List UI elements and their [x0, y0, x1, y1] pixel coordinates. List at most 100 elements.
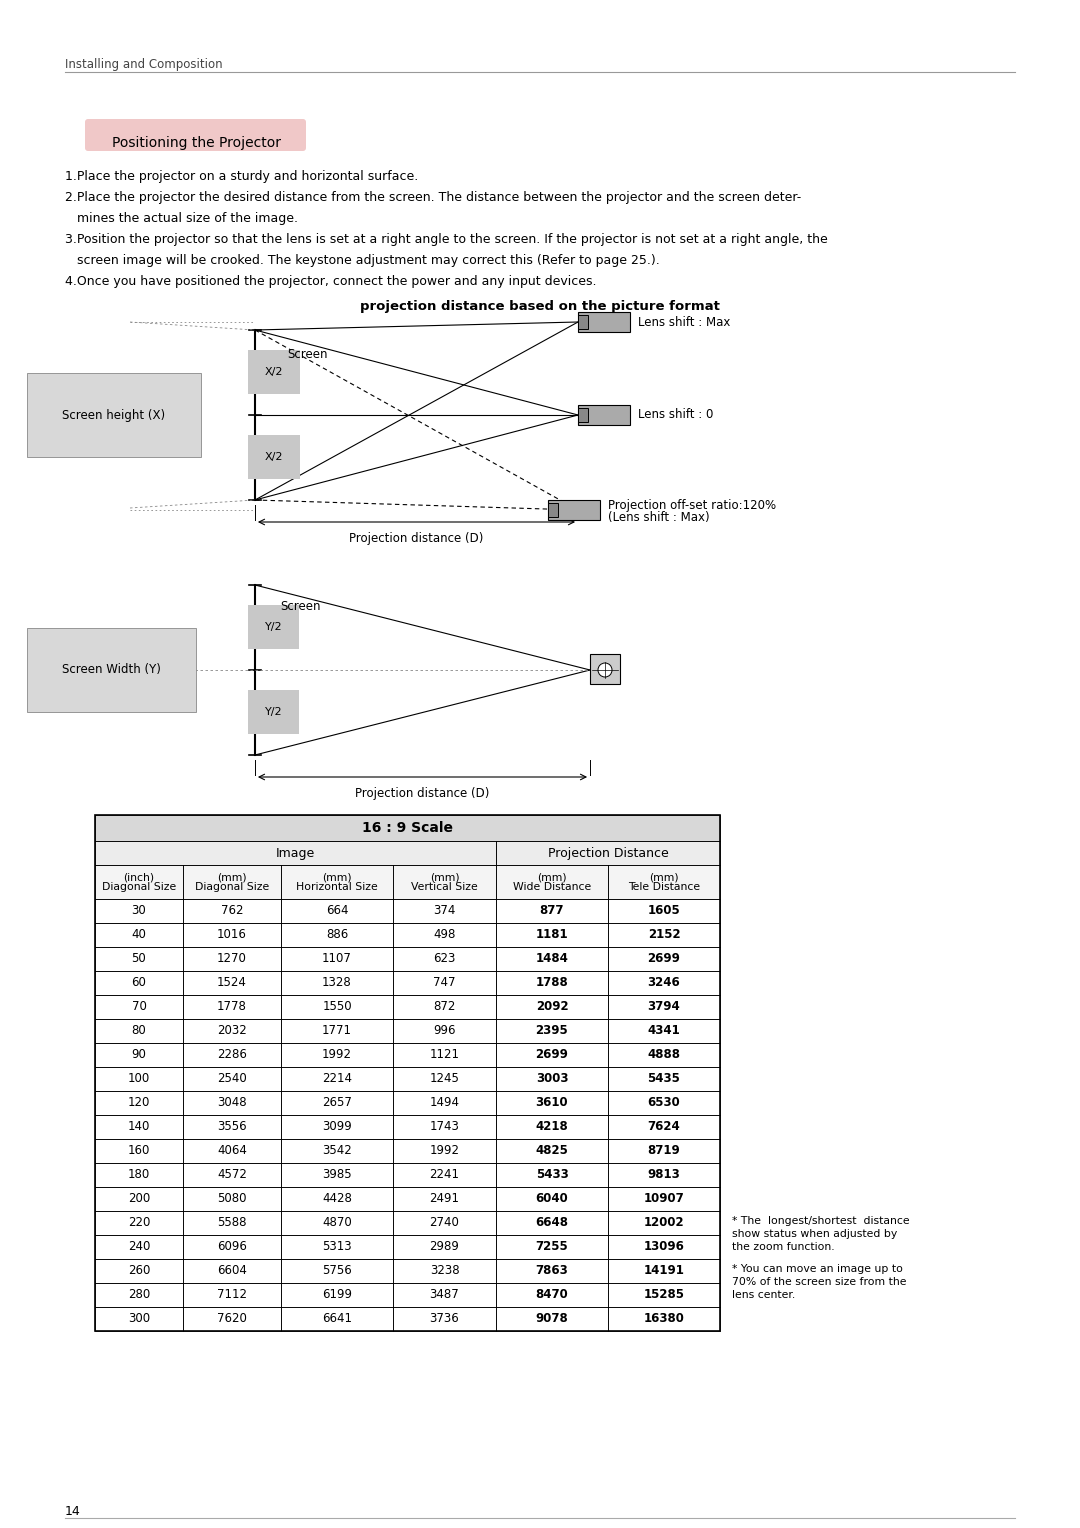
Text: Installing and Composition: Installing and Composition	[65, 58, 222, 70]
Bar	[95, 814, 720, 840]
Text: (mm): (mm)	[430, 872, 459, 882]
Text: 3238: 3238	[430, 1265, 459, 1277]
Text: 5588: 5588	[217, 1216, 246, 1230]
Bar	[578, 405, 630, 425]
Text: 1016: 1016	[217, 929, 247, 941]
Text: 4341: 4341	[648, 1024, 680, 1038]
Text: 10907: 10907	[644, 1192, 685, 1206]
Text: Diagonal Size: Diagonal Size	[102, 882, 176, 892]
Text: 2699: 2699	[648, 952, 680, 966]
Bar	[590, 654, 620, 685]
Text: 996: 996	[433, 1024, 456, 1038]
Text: 4218: 4218	[536, 1120, 568, 1134]
Text: 60: 60	[132, 976, 147, 990]
Text: 877: 877	[540, 905, 564, 917]
Text: 2241: 2241	[430, 1169, 459, 1181]
Text: Projection distance (D): Projection distance (D)	[355, 787, 489, 801]
Text: 2214: 2214	[322, 1073, 352, 1085]
Text: Y/2: Y/2	[265, 622, 283, 633]
Text: Screen: Screen	[287, 348, 327, 361]
Text: 1788: 1788	[536, 976, 568, 990]
Text: 5435: 5435	[648, 1073, 680, 1085]
Text: Projection distance (D): Projection distance (D)	[349, 532, 483, 545]
Text: 623: 623	[433, 952, 456, 966]
Text: * The  longest/shortest  distance: * The longest/shortest distance	[732, 1216, 909, 1225]
Bar	[548, 500, 600, 520]
Text: 120: 120	[127, 1097, 150, 1109]
Text: 2491: 2491	[430, 1192, 459, 1206]
Text: X/2: X/2	[265, 367, 283, 377]
Text: 1107: 1107	[322, 952, 352, 966]
Text: Positioning the Projector: Positioning the Projector	[111, 136, 281, 150]
Text: 1484: 1484	[536, 952, 568, 966]
Text: 1524: 1524	[217, 976, 247, 990]
Text: 7620: 7620	[217, 1313, 247, 1325]
Text: projection distance based on the picture format: projection distance based on the picture…	[360, 299, 720, 313]
Text: 100: 100	[127, 1073, 150, 1085]
Text: 6040: 6040	[536, 1192, 568, 1206]
Text: 300: 300	[127, 1313, 150, 1325]
Text: 3985: 3985	[322, 1169, 352, 1181]
Bar	[578, 408, 588, 422]
Bar	[496, 865, 608, 898]
Text: 3736: 3736	[430, 1313, 459, 1325]
Text: 2699: 2699	[536, 1048, 568, 1062]
Text: screen image will be crooked. The keystone adjustment may correct this (Refer to: screen image will be crooked. The keysto…	[65, 254, 660, 267]
Text: 8719: 8719	[648, 1144, 680, 1158]
Text: 3487: 3487	[430, 1288, 459, 1302]
Text: 1494: 1494	[430, 1097, 459, 1109]
Text: 180: 180	[127, 1169, 150, 1181]
Text: Lens shift : 0: Lens shift : 0	[638, 408, 714, 422]
Text: Projection off-set ratio:120%: Projection off-set ratio:120%	[608, 500, 777, 512]
Text: 4064: 4064	[217, 1144, 247, 1158]
Text: 6530: 6530	[648, 1097, 680, 1109]
FancyBboxPatch shape	[85, 119, 306, 151]
Text: 8470: 8470	[536, 1288, 568, 1302]
Text: 3099: 3099	[322, 1120, 352, 1134]
Bar	[496, 840, 720, 865]
Text: Y/2: Y/2	[265, 707, 283, 717]
Text: 4428: 4428	[322, 1192, 352, 1206]
Text: 6604: 6604	[217, 1265, 247, 1277]
Text: 3556: 3556	[217, 1120, 247, 1134]
Text: 14: 14	[65, 1505, 81, 1517]
Text: 240: 240	[127, 1241, 150, 1253]
Text: 2740: 2740	[430, 1216, 459, 1230]
Text: 5433: 5433	[536, 1169, 568, 1181]
Text: * You can move an image up to: * You can move an image up to	[732, 1264, 903, 1274]
Bar	[548, 503, 558, 516]
Text: 1605: 1605	[648, 905, 680, 917]
Text: 664: 664	[326, 905, 348, 917]
Text: (mm): (mm)	[322, 872, 352, 882]
Text: 3246: 3246	[648, 976, 680, 990]
Text: the zoom function.: the zoom function.	[732, 1242, 835, 1251]
Text: 1245: 1245	[430, 1073, 459, 1085]
Bar	[578, 312, 630, 332]
Text: 2092: 2092	[536, 1001, 568, 1013]
Text: 7624: 7624	[648, 1120, 680, 1134]
Text: Wide Distance: Wide Distance	[513, 882, 591, 892]
Bar	[281, 865, 393, 898]
Circle shape	[598, 663, 612, 677]
Text: 140: 140	[127, 1120, 150, 1134]
Text: 16380: 16380	[644, 1313, 685, 1325]
Text: X/2: X/2	[265, 452, 283, 461]
Text: 2152: 2152	[648, 929, 680, 941]
Text: 9813: 9813	[648, 1169, 680, 1181]
Text: 374: 374	[433, 905, 456, 917]
Text: 7112: 7112	[217, 1288, 247, 1302]
Text: 3048: 3048	[217, 1097, 247, 1109]
Text: 7863: 7863	[536, 1265, 568, 1277]
Text: 7255: 7255	[536, 1241, 568, 1253]
Text: (mm): (mm)	[217, 872, 247, 882]
Text: 1550: 1550	[322, 1001, 352, 1013]
Text: 70: 70	[132, 1001, 147, 1013]
Text: Vertical Size: Vertical Size	[411, 882, 477, 892]
Text: Screen Width (Y): Screen Width (Y)	[62, 663, 161, 677]
Text: 1992: 1992	[322, 1048, 352, 1062]
Text: 1121: 1121	[430, 1048, 459, 1062]
Text: Lens shift : Max: Lens shift : Max	[638, 315, 730, 329]
Text: 6096: 6096	[217, 1241, 247, 1253]
Text: Diagonal Size: Diagonal Size	[194, 882, 269, 892]
Text: (mm): (mm)	[649, 872, 679, 882]
